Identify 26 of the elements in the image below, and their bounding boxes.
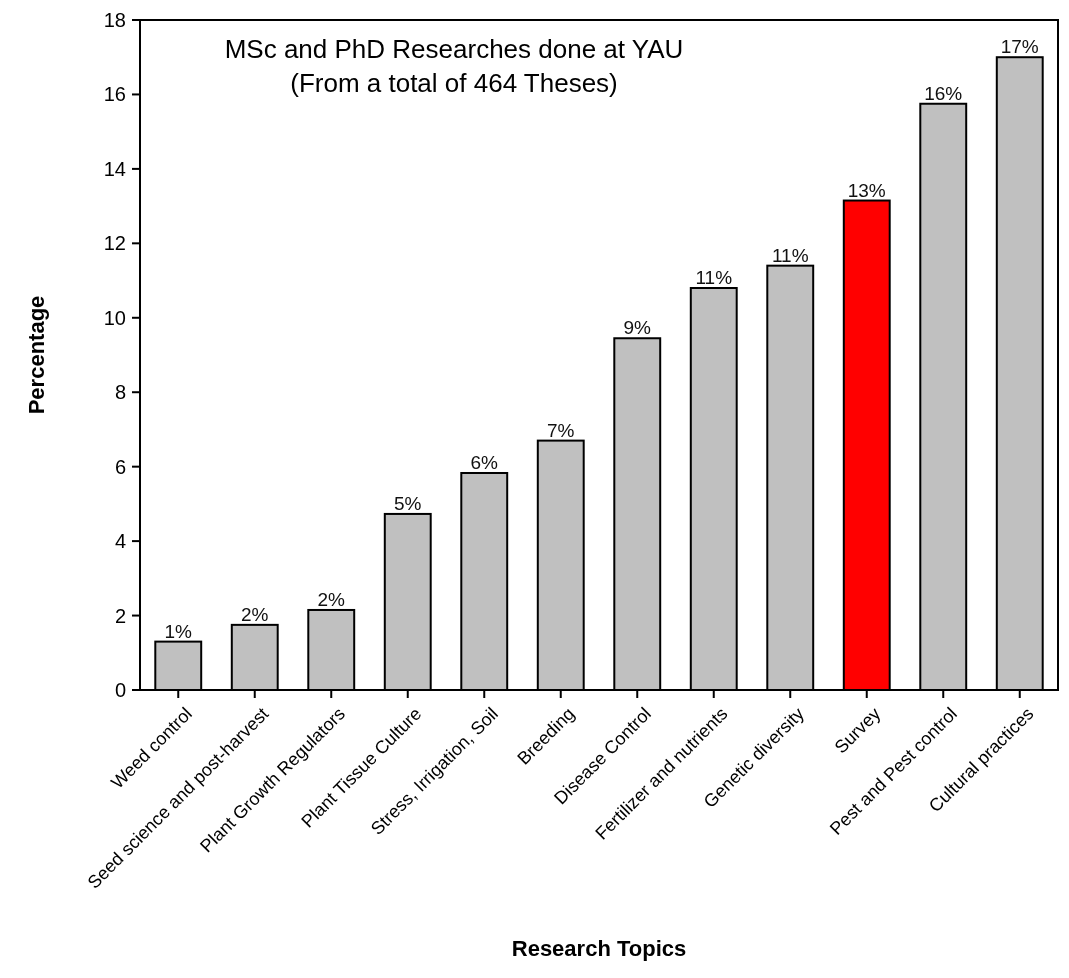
data-label: 16% [924,82,963,104]
y-tick-label: 8 [114,381,126,404]
x-axis-title: Research Topics [511,936,687,961]
y-tick-label: 6 [114,455,126,478]
y-tick-label: 0 [114,679,126,701]
data-label: 9% [623,317,652,339]
data-label: 1% [164,620,193,642]
data-label: 13% [847,179,886,201]
y-tick-label: 12 [103,232,126,255]
data-label: 11% [695,267,733,288]
data-label: 2% [241,603,269,625]
data-label: 5% [394,492,422,514]
data-label: 2% [317,588,346,610]
text: (From a total of 464 Theses) [290,68,618,98]
y-tick-label: 10 [103,306,126,329]
y-tick-label: 4 [114,530,126,553]
y-tick-label: 2 [114,604,126,627]
data-label: 11% [771,244,809,266]
data-label: 6% [470,451,499,473]
y-axis-title: Percentage [24,295,49,415]
y-tick-label: 14 [103,157,126,180]
text: MSc and PhD Researches done at YAU [224,34,684,64]
data-label: 7% [547,419,575,441]
y-tick-label: 18 [103,9,126,31]
y-tick-label: 16 [103,83,126,106]
data-label: 17% [1000,36,1039,58]
